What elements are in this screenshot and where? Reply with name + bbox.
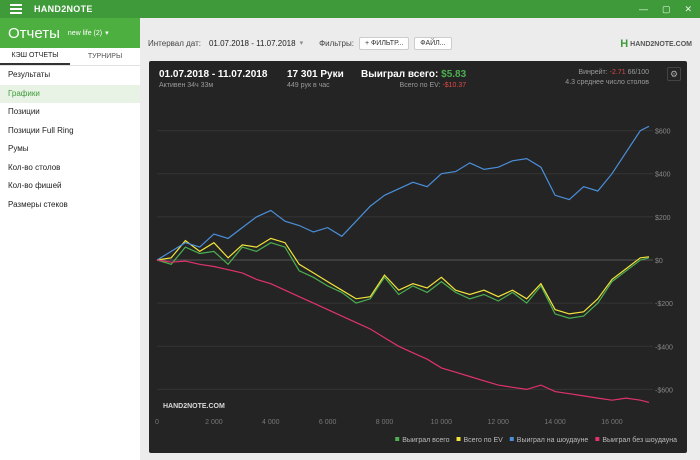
x-tick-label: 2 000 bbox=[205, 419, 223, 426]
hamburger-menu-icon[interactable] bbox=[10, 4, 24, 14]
maximize-icon[interactable]: ▢ bbox=[661, 3, 671, 14]
series-line bbox=[156, 125, 650, 261]
chart-watermark: HAND2NOTE.COM bbox=[163, 403, 225, 410]
y-tick-label: -$200 bbox=[655, 301, 673, 308]
y-tick-label: $400 bbox=[655, 172, 671, 179]
minimize-icon[interactable]: — bbox=[638, 3, 648, 14]
y-tick-label: -$400 bbox=[655, 344, 673, 351]
chevron-down-icon: ▾ bbox=[105, 30, 109, 37]
winrate-value: -2.71 bbox=[609, 69, 626, 76]
sidebar-item-graphs[interactable]: Графики bbox=[0, 84, 140, 103]
legend-swatch bbox=[595, 437, 600, 441]
winrate-block: Винрейт: -2.71 66/100 4.3 среднее число … bbox=[565, 69, 649, 86]
gear-icon[interactable]: ⚙ bbox=[667, 67, 681, 81]
x-tick-label: 10 000 bbox=[431, 419, 453, 426]
app-name: HAND2NOTE bbox=[34, 4, 93, 14]
won-total-value: $5.83 bbox=[441, 69, 467, 80]
logo-text: HAND2NOTE.COM bbox=[630, 40, 692, 48]
tab-tournaments[interactable]: ТУРНИРЫ bbox=[87, 53, 123, 60]
report-menu: Результаты Графики Позиции Позиции Full … bbox=[0, 66, 140, 214]
summary-dates: 01.07.2018 - 11.07.2018 bbox=[159, 69, 268, 80]
legend-swatch bbox=[456, 437, 461, 441]
ev-total-label: Всего по EV: bbox=[399, 82, 441, 89]
file-button[interactable]: ФАЙЛ... bbox=[414, 36, 452, 50]
x-tick-label: 12 000 bbox=[488, 419, 510, 426]
sidebar-item-stack-sizes[interactable]: Размеры стеков bbox=[8, 199, 68, 209]
y-tick-label: $200 bbox=[655, 215, 671, 222]
y-tick-label: $0 bbox=[655, 258, 663, 265]
filters-label: Фильтры: bbox=[319, 38, 354, 48]
sidebar-item-positions[interactable]: Позиции bbox=[8, 107, 40, 116]
legend-swatch bbox=[509, 437, 514, 441]
sidebar: КЭШ ОТЧЕТЫ ТУРНИРЫ Результаты Графики По… bbox=[0, 48, 140, 460]
title-bar: HAND2NOTE — ▢ ✕ bbox=[0, 0, 700, 18]
legend-label: Всего по EV bbox=[464, 437, 504, 444]
results-chart: $600 $400 $200 $0 -$200 -$400 -$600 0 2 000 4 00… bbox=[155, 125, 677, 444]
average-tables: 4.3 среднее число столов bbox=[565, 79, 649, 86]
legend-swatch bbox=[395, 437, 400, 441]
legend-label: Выиграл всего bbox=[402, 437, 449, 444]
sidebar-item-chip-count[interactable]: Кол-во фишей bbox=[8, 181, 62, 190]
series-line bbox=[156, 237, 650, 315]
hands-count: 17 301 Руки bbox=[287, 69, 344, 80]
x-tick-label: 16 000 bbox=[601, 419, 623, 426]
page-title: Отчеты bbox=[8, 24, 60, 42]
sidebar-item-positions-full-ring[interactable]: Позиции Full Ring bbox=[8, 125, 74, 135]
x-tick-label: 8 000 bbox=[376, 419, 394, 426]
x-tick-label: 14 000 bbox=[544, 419, 566, 426]
active-time: Активен 34ч 33м bbox=[159, 82, 214, 89]
date-range-selector[interactable]: 01.07.2018 - 11.07.2018 bbox=[208, 38, 296, 48]
winrate-label: Винрейт: bbox=[578, 69, 608, 76]
hands-per-hour: 449 рук в час bbox=[287, 82, 330, 89]
x-tick-label: 0 bbox=[155, 419, 159, 426]
ev-total-value: -$10.37 bbox=[442, 82, 467, 89]
chevron-down-icon[interactable]: ▾ bbox=[299, 40, 304, 47]
hand2note-logo: H HAND2NOTE.COM bbox=[620, 38, 692, 50]
toolbar: Интервал дат: 01.07.2018 - 11.07.2018 ▾ … bbox=[140, 26, 700, 60]
header: Отчеты new life (2) ▾ bbox=[0, 18, 140, 48]
sidebar-item-table-count[interactable]: Кол-во столов bbox=[8, 162, 61, 172]
legend-label: Выиграл без шоудауна bbox=[602, 436, 677, 444]
y-tick-label: $600 bbox=[655, 129, 671, 136]
database-name: new life (2) bbox=[67, 29, 103, 37]
sidebar-item-rooms[interactable]: Румы bbox=[8, 144, 29, 153]
date-interval-label: Интервал дат: bbox=[148, 38, 201, 48]
logo-icon: H bbox=[620, 38, 629, 50]
close-icon[interactable]: ✕ bbox=[684, 3, 692, 14]
database-selector[interactable]: new life (2) ▾ bbox=[67, 29, 109, 38]
x-tick-label: 4 000 bbox=[262, 419, 280, 426]
x-tick-label: 6 000 bbox=[319, 419, 337, 426]
series-line bbox=[156, 259, 650, 403]
graph-panel: 01.07.2018 - 11.07.2018 Активен 34ч 33м … bbox=[149, 61, 687, 453]
y-tick-label: -$600 bbox=[655, 387, 673, 394]
legend-label: Выиграл на шоудауне bbox=[517, 437, 589, 444]
add-filter-button[interactable]: + ФИЛЬТР... bbox=[358, 36, 410, 50]
series-line bbox=[156, 242, 650, 319]
tab-cash-reports[interactable]: КЭШ ОТЧЕТЫ bbox=[0, 48, 70, 65]
sidebar-tabs: КЭШ ОТЧЕТЫ ТУРНИРЫ bbox=[0, 48, 140, 66]
winrate-suffix: 66/100 bbox=[627, 69, 649, 76]
sidebar-item-results[interactable]: Результаты bbox=[8, 70, 51, 79]
won-total-label: Выиграл всего: bbox=[361, 69, 439, 80]
